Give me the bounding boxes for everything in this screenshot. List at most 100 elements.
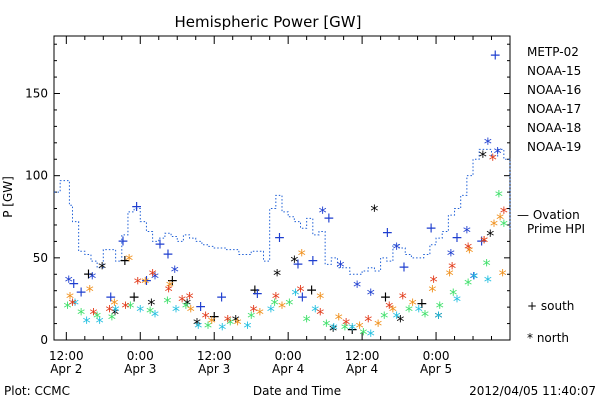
marker-noaa-16: * [194, 318, 202, 337]
marker-noaa-16: * [112, 301, 120, 320]
marker-noaa-18: * [496, 209, 504, 228]
marker-metp-02: * [232, 311, 240, 330]
marker-noaa-17: * [421, 306, 429, 325]
marker-noaa-17: * [247, 308, 255, 327]
marker-noaa-15: * [470, 269, 478, 288]
ovation-legend-line1: — Ovation [517, 208, 580, 222]
marker-metp-02: * [193, 315, 201, 334]
marker-noaa-17: * [64, 298, 72, 317]
marker-noaa-19: * [296, 282, 304, 301]
marker-metp-02: + [128, 289, 140, 305]
marker-noaa-15: * [353, 277, 361, 296]
marker-noaa-19: * [272, 288, 280, 307]
marker-noaa-17: * [436, 298, 444, 317]
marker-noaa-17: * [182, 298, 190, 317]
chart-title: Hemispheric Power [GW] [175, 13, 362, 31]
plot-credit: Plot: CCMC [4, 384, 70, 398]
marker-noaa-15: * [337, 257, 345, 276]
y-tick-label: 50 [33, 251, 48, 265]
plot-area [53, 35, 511, 341]
marker-noaa-17: * [163, 293, 171, 312]
marker-metp-02: * [183, 295, 191, 314]
marker-noaa-15: + [117, 233, 129, 249]
marker-metp-02: + [166, 273, 178, 289]
marker-noaa-15: * [367, 285, 375, 304]
marker-noaa-18: * [446, 265, 454, 284]
marker-metp-02: * [486, 226, 494, 245]
legend-metp-02: METP-02 [527, 45, 579, 59]
ovation-legend-line2: Prime HPI [527, 222, 585, 236]
legend-south: + south [527, 299, 574, 313]
marker-noaa-18: * [428, 282, 436, 301]
marker-metp-02: + [119, 253, 131, 269]
y-axis: 0 50 100 150 [25, 43, 510, 347]
marker-noaa-18: * [316, 288, 324, 307]
x-tick-time: 0:00 [423, 349, 450, 363]
marker-noaa-15: + [398, 260, 410, 276]
x-tick-time: 12:00 [49, 349, 84, 363]
legend-noaa-16: NOAA-16 [527, 83, 581, 97]
svg-text:P [GW]: P [GW] [1, 176, 15, 218]
marker-noaa-16: * [83, 313, 91, 332]
marker-noaa-15: + [131, 199, 143, 215]
marker-noaa-17: * [405, 301, 413, 320]
marker-noaa-19: * [385, 298, 393, 317]
xlabel: Date and Time [253, 384, 341, 398]
ylabel: P [GW] [1, 176, 15, 218]
marker-noaa-15: + [251, 286, 263, 302]
marker-noaa-16: * [415, 301, 423, 320]
marker-metp-02: + [380, 289, 392, 305]
marker-noaa-16: * [172, 301, 180, 320]
marker-noaa-17: * [93, 308, 101, 327]
marker-noaa-15: * [484, 134, 492, 153]
marker-noaa-15: + [68, 276, 80, 292]
marker-noaa-18: * [465, 242, 473, 261]
marker-noaa-18: * [125, 250, 133, 269]
legend-noaa-15: NOAA-15 [527, 64, 581, 78]
marker-noaa-15: * [88, 269, 96, 288]
marker-noaa-18: * [278, 298, 286, 317]
marker-noaa-19: * [364, 311, 372, 330]
marker-metp-02: + [83, 266, 95, 282]
marker-noaa-15: + [296, 289, 308, 305]
marker-noaa-15: * [65, 272, 73, 291]
marker-noaa-18: * [166, 277, 174, 296]
marker-noaa-16: * [311, 301, 319, 320]
marker-noaa-17: * [146, 303, 154, 322]
marker-noaa-16: * [151, 306, 159, 325]
marker-noaa-16: * [453, 292, 461, 311]
marker-noaa-18: * [389, 301, 397, 320]
marker-noaa-18: * [208, 313, 216, 332]
marker-noaa-16: * [218, 319, 226, 338]
y-tick-label: 100 [25, 169, 48, 183]
marker-metp-02: * [435, 308, 443, 327]
marker-noaa-15: * [393, 239, 401, 258]
marker-noaa-17: * [285, 295, 293, 314]
marker-noaa-17: * [483, 255, 491, 274]
marker-noaa-15: + [216, 289, 228, 305]
marker-noaa-16: * [292, 285, 300, 304]
marker-noaa-16: * [393, 308, 401, 327]
x-tick-date: Apr 5 [420, 362, 452, 376]
marker-noaa-19: * [89, 305, 97, 324]
marker-noaa-15: + [162, 247, 174, 263]
marker-noaa-15: * [171, 262, 179, 281]
marker-noaa-15: + [307, 253, 319, 269]
marker-noaa-19: * [480, 232, 488, 251]
marker-noaa-18: * [409, 295, 417, 314]
marker-noaa-15: + [489, 48, 501, 64]
marker-noaa-19: * [316, 305, 324, 324]
marker-noaa-15: + [382, 225, 394, 241]
marker-noaa-18: * [499, 265, 507, 284]
marker-noaa-15: + [154, 237, 166, 253]
legend-noaa-19: NOAA-19 [527, 140, 581, 154]
marker-noaa-19: * [250, 301, 258, 320]
marker-noaa-18: * [374, 316, 382, 335]
marker-noaa-16: * [435, 308, 443, 327]
marker-noaa-18: * [110, 295, 118, 314]
x-tick-time: 12:00 [197, 349, 232, 363]
marker-noaa-17: * [204, 318, 212, 337]
marker-metp-02: * [479, 147, 487, 166]
marker-noaa-17: * [303, 311, 311, 330]
